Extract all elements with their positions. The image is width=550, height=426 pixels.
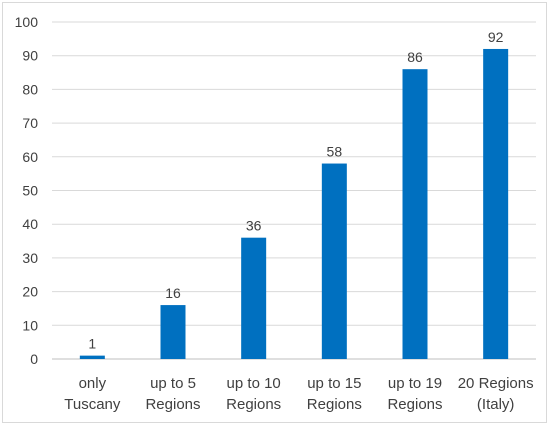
category-label-line: Tuscany — [64, 396, 121, 413]
data-label: 1 — [88, 336, 96, 352]
category-labels: only Tuscany up to 5 Regions up to 10 Regions… — [64, 375, 533, 413]
y-tick-label: 50 — [22, 183, 38, 199]
y-tick-label: 10 — [22, 317, 38, 333]
category-label-line: 20 Regions — [458, 375, 534, 392]
gridlines — [52, 21, 536, 360]
y-tick-label: 0 — [30, 351, 38, 367]
y-tick-label: 20 — [22, 284, 38, 300]
category-label-line: up to 15 — [307, 375, 361, 392]
data-label: 36 — [246, 218, 262, 234]
bar — [321, 163, 347, 359]
category-label: only Tuscany — [64, 375, 121, 413]
category-label-line: Regions — [145, 396, 200, 413]
y-tick-label: 30 — [22, 250, 38, 266]
y-axis-tick-labels: 0 10 20 30 40 50 60 70 80 90 100 — [15, 14, 39, 367]
bar — [79, 355, 105, 359]
data-labels: 1 16 36 58 86 92 — [88, 29, 503, 352]
chart-frame — [2, 2, 547, 423]
category-label-line: Regions — [226, 396, 281, 413]
bar — [483, 48, 509, 360]
y-tick-label: 90 — [22, 48, 38, 64]
y-tick-label: 80 — [22, 81, 38, 97]
data-label: 58 — [327, 144, 343, 160]
category-label: up to 5 Regions — [145, 375, 200, 413]
category-label: 20 Regions (Italy) — [458, 375, 534, 413]
y-tick-label: 100 — [15, 14, 39, 30]
category-label-line: up to 10 — [227, 375, 281, 392]
category-label-line: (Italy) — [477, 396, 515, 413]
category-label-line: up to 5 — [150, 375, 196, 392]
category-label: up to 15 Regions — [307, 375, 362, 413]
data-label: 92 — [488, 29, 504, 45]
data-label: 16 — [165, 285, 181, 301]
data-label: 86 — [407, 49, 423, 65]
category-label: up to 10 Regions — [226, 375, 281, 413]
bar — [160, 305, 186, 359]
y-tick-label: 40 — [22, 216, 38, 232]
category-label: up to 19 Regions — [387, 375, 442, 413]
category-label-line: Regions — [307, 396, 362, 413]
category-label-line: Regions — [387, 396, 442, 413]
category-label-line: only — [79, 375, 107, 392]
category-label-line: up to 19 — [388, 375, 442, 392]
bar — [402, 69, 428, 360]
y-tick-label: 70 — [22, 115, 38, 131]
bar — [241, 237, 267, 359]
bars — [79, 48, 509, 360]
y-tick-label: 60 — [22, 149, 38, 165]
